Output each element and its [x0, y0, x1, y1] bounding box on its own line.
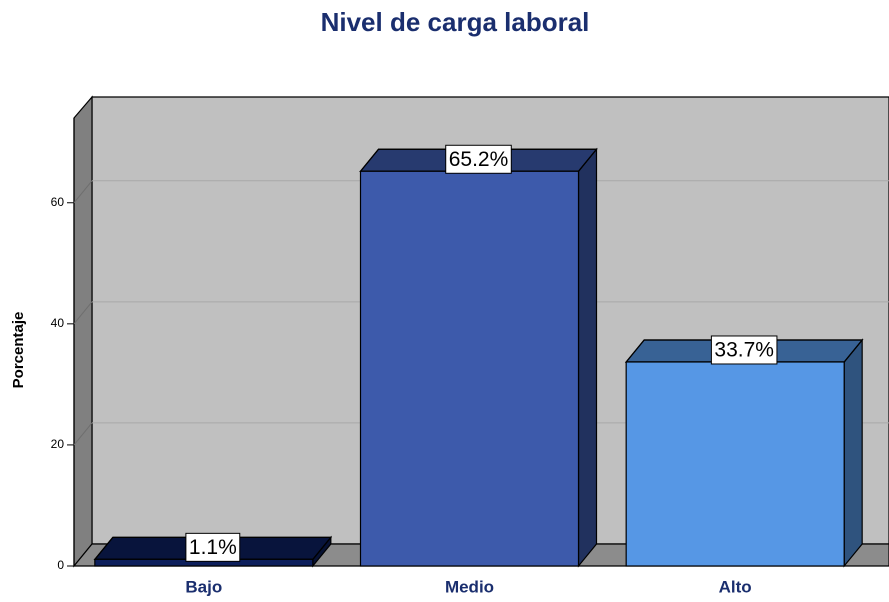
x-tick-label: Bajo [185, 577, 222, 596]
value-label-box [445, 144, 512, 174]
value-label-box [710, 335, 778, 365]
y-tick-label: 40 [51, 316, 65, 330]
bar-side-shade [844, 339, 863, 566]
chart-title: Nivel de carga laboral [321, 7, 590, 37]
value-label-box [185, 532, 241, 562]
y-tick-label: 0 [57, 558, 64, 572]
value-label: 65.2% [449, 148, 509, 171]
y-tick-label: 60 [51, 195, 65, 209]
grid-line [73, 180, 93, 204]
value-label: 33.7% [714, 339, 774, 362]
x-tick-label: Medio [445, 577, 494, 596]
value-label: 1.1% [189, 536, 237, 559]
side-wall [73, 95, 93, 568]
bar-side-shade [312, 537, 331, 566]
grid-line [73, 301, 93, 325]
y-axis-label: Porcentaje [10, 312, 27, 389]
grid-line [73, 422, 93, 446]
bar [625, 361, 845, 567]
bar [359, 170, 580, 567]
y-tick-label: 20 [51, 437, 65, 451]
x-tick-label: Alto [719, 577, 752, 596]
bar-side-shade [578, 149, 597, 566]
